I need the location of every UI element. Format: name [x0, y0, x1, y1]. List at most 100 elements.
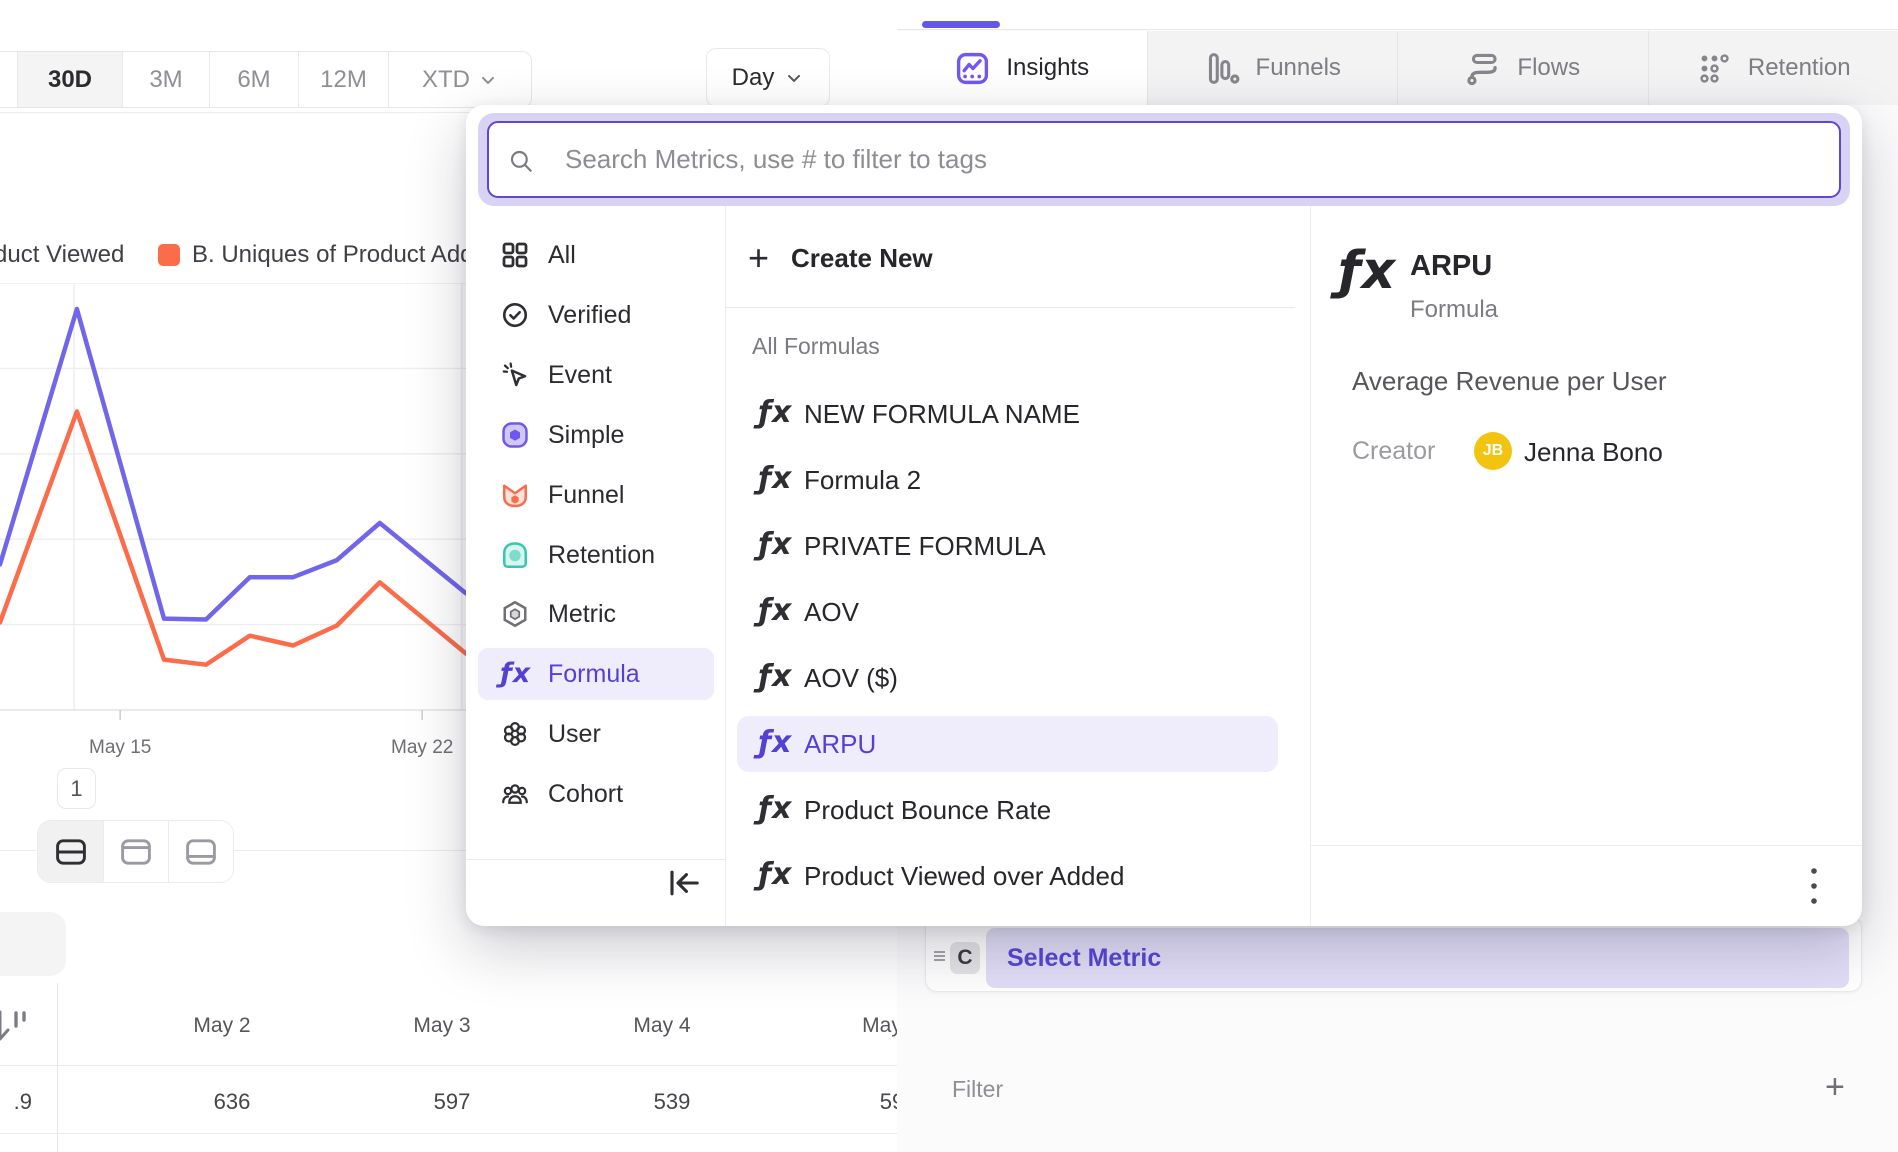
top-nav-strip	[897, 0, 1898, 30]
table-header: May 3	[413, 1014, 471, 1037]
formula-item-product-bounce-rate[interactable]: ƒx Product Bounce Rate	[758, 791, 1052, 826]
date-range-control: 30D 3M 6M 12M XTD	[0, 51, 532, 108]
tab-insights[interactable]: Insights	[897, 31, 1147, 105]
search-input[interactable]	[487, 121, 1841, 198]
creator-label: Creator	[1352, 437, 1436, 465]
layout-top-icon	[117, 836, 155, 868]
detail-title: ARPU	[1410, 250, 1493, 282]
verified-icon	[500, 300, 530, 330]
category-retention[interactable]: Retention	[478, 529, 714, 581]
toolbar-divider	[0, 112, 470, 113]
detail-footer-divider	[1310, 845, 1862, 846]
tab-retention[interactable]: Retention	[1647, 31, 1898, 105]
granularity-dropdown[interactable]: Day	[706, 48, 830, 107]
category-user[interactable]: User	[478, 708, 714, 760]
detail-description: Average Revenue per User	[1352, 366, 1667, 396]
formula-item-formula-2[interactable]: ƒx Formula 2	[758, 461, 922, 496]
range-button-30d[interactable]: 30D	[17, 52, 122, 107]
category-simple[interactable]: Simple	[478, 409, 714, 461]
table-cell: 539	[653, 1089, 691, 1114]
formula-item-new-formula-name[interactable]: ƒx NEW FORMULA NAME	[758, 395, 1080, 430]
granularity-label: Day	[731, 63, 775, 91]
select-metric-label: Select Metric	[1007, 943, 1162, 972]
line-chart[interactable]: May 15 May 22	[0, 283, 897, 770]
range-button-12m[interactable]: 12M	[298, 52, 388, 107]
range-button-partial[interactable]	[0, 52, 17, 107]
creator-name: Jenna Bono	[1524, 437, 1663, 467]
user-icon	[500, 719, 530, 749]
tab-flows[interactable]: Flows	[1397, 31, 1648, 105]
table-row-header-divider	[57, 983, 58, 1152]
metric-picker-modal: All Verified Event Simple Funnel Retention Met…	[466, 105, 1862, 926]
layout-bottom-icon	[182, 836, 220, 868]
category-verified[interactable]: Verified	[478, 289, 714, 341]
metric-key-badge[interactable]: C	[950, 942, 980, 974]
list-divider	[725, 307, 1295, 308]
table-cell: 59	[879, 1089, 897, 1114]
tab-funnels[interactable]: Funnels	[1146, 31, 1398, 105]
layout-split-button[interactable]	[38, 821, 103, 882]
table-cell: 636	[213, 1089, 251, 1114]
table-header-divider	[0, 1065, 897, 1066]
collapse-sidebar-icon[interactable]	[666, 867, 702, 899]
formula-item-arpu[interactable]: ƒx ARPU	[737, 716, 1278, 772]
formula-icon: ƒx	[758, 395, 793, 430]
simple-icon	[500, 420, 530, 450]
formula-icon: ƒx	[758, 725, 793, 760]
table-header: May 2	[193, 1014, 251, 1037]
legend-series-b-swatch	[158, 244, 180, 266]
chart-legend: duct Viewed B. Uniques of Product Add	[0, 240, 897, 270]
pagination-page-button[interactable]: 1	[57, 768, 96, 809]
sort-descending-icon[interactable]	[0, 1004, 30, 1048]
range-button-xtd[interactable]: XTD	[388, 52, 531, 107]
formula-item-aov[interactable]: ƒx AOV	[758, 593, 859, 628]
legend-series-b-label: B. Uniques of Product Add	[192, 241, 474, 268]
chevron-down-icon	[784, 68, 804, 88]
cohort-icon	[500, 779, 530, 809]
create-new-button[interactable]: + Create New	[748, 231, 933, 285]
formula-icon: ƒx	[758, 857, 793, 892]
category-event[interactable]: Event	[478, 349, 714, 401]
filter-section-label: Filter	[952, 1076, 1004, 1102]
formula-icon: ƒx	[758, 791, 793, 826]
layout-bottom-button[interactable]	[168, 821, 233, 882]
category-metric[interactable]: Metric	[478, 588, 714, 640]
formula-icon: ƒx	[758, 461, 793, 496]
table-header: May	[862, 1014, 897, 1037]
funnel-icon	[500, 480, 530, 510]
create-new-label: Create New	[791, 242, 933, 273]
formula-icon: ƒx	[758, 527, 793, 562]
formula-icon: ƒx	[1338, 241, 1397, 301]
layout-split-icon	[52, 836, 90, 868]
category-funnel[interactable]: Funnel	[478, 469, 714, 521]
category-column-divider	[725, 206, 726, 926]
range-button-6m[interactable]: 6M	[209, 52, 298, 107]
category-cohort[interactable]: Cohort	[478, 768, 714, 820]
kebab-menu-icon[interactable]	[1802, 863, 1826, 909]
formula-item-private-formula[interactable]: ƒx PRIVATE FORMULA	[758, 527, 1046, 562]
section-divider	[0, 850, 897, 851]
metric-row-card: C Select Metric	[925, 916, 1862, 992]
category-formula[interactable]: ƒx Formula	[478, 648, 714, 700]
detail-column-divider	[1310, 206, 1311, 926]
select-metric-button[interactable]: Select Metric	[986, 928, 1849, 988]
formula-item-aov-[interactable]: ƒx AOV ($)	[758, 659, 898, 694]
flows-icon	[1465, 50, 1502, 87]
retention-icon	[500, 540, 530, 570]
insights-icon	[954, 50, 991, 87]
active-nav-underline	[922, 21, 1000, 28]
svg-text:May 15: May 15	[89, 737, 151, 758]
range-button-3m[interactable]: 3M	[122, 52, 209, 107]
detail-type: Formula	[1410, 296, 1499, 323]
drag-handle-icon[interactable]	[932, 948, 948, 964]
category-all[interactable]: All	[478, 229, 714, 281]
table-cell: 597	[433, 1089, 471, 1114]
table-header: May 4	[633, 1014, 691, 1037]
formula-icon: ƒx	[758, 659, 793, 694]
svg-text:May 22: May 22	[391, 737, 453, 758]
layout-top-button[interactable]	[103, 821, 168, 882]
formula-item-product-viewed-over-added[interactable]: ƒx Product Viewed over Added	[758, 857, 1125, 892]
grid-icon	[500, 240, 530, 270]
add-filter-button[interactable]: +	[1825, 1068, 1845, 1106]
